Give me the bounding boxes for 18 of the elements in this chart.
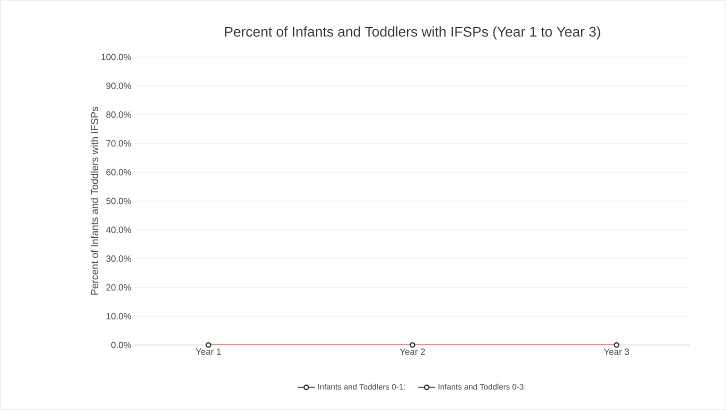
y-tick-label: 30.0% <box>106 255 132 262</box>
y-axis-title: Percent of Infants and Toddlers with IFSPs <box>90 106 98 295</box>
y-tick-label: 100.0% <box>102 54 132 60</box>
y-tick-label: 60.0% <box>106 169 132 176</box>
chart-title: Percent of Infants and Toddlers with IFSPs (Year 1 to Year 3) <box>225 26 600 40</box>
y-tick-label: 20.0% <box>106 284 132 291</box>
y-tick-label: 0.0% <box>111 342 132 348</box>
y-tick-label: 70.0% <box>106 140 132 147</box>
legend-label: Infants and Toddlers 0-3: <box>438 384 526 390</box>
y-tick-label: 10.0% <box>106 313 132 320</box>
y-tick-label: 50.0% <box>106 198 132 204</box>
x-tick-label: Year 3 <box>604 348 629 355</box>
x-tick-label: Year 2 <box>400 348 425 355</box>
y-tick-label: 40.0% <box>106 226 132 233</box>
y-tick-label: 90.0% <box>106 82 132 89</box>
x-tick-label: Year 1 <box>196 348 221 355</box>
legend-label: Infants and Toddlers 0-1: <box>318 384 405 390</box>
y-tick-label: 80.0% <box>106 111 132 118</box>
